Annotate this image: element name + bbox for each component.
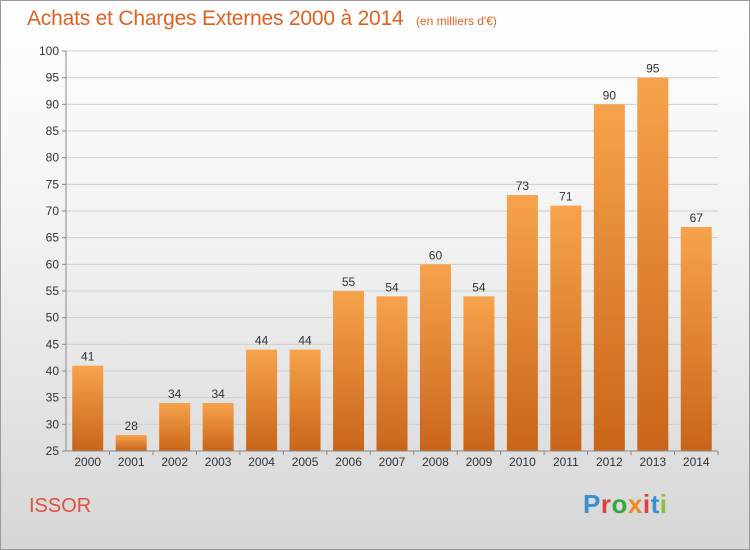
x-tick-label-2006: 2006: [335, 455, 362, 469]
y-tick-label: 35: [46, 391, 60, 405]
x-tick-label-2009: 2009: [466, 455, 493, 469]
y-tick-label: 90: [46, 97, 60, 111]
data-label-2013: 95: [646, 62, 660, 76]
data-label-2009: 54: [472, 280, 486, 294]
bar-2013: [637, 77, 669, 452]
y-tick-label: 80: [46, 151, 60, 165]
axes: [62, 50, 719, 455]
bar-2009: [463, 296, 495, 451]
bars: [72, 77, 712, 452]
data-label-2005: 44: [298, 334, 312, 348]
bar-2011: [550, 205, 582, 451]
y-tick-label: 100: [39, 44, 59, 58]
data-label-2003: 34: [211, 387, 225, 401]
bar-2002: [159, 403, 191, 451]
bar-2005: [289, 349, 321, 451]
x-tick-label-2012: 2012: [596, 455, 623, 469]
x-tick-label-2003: 2003: [205, 455, 232, 469]
x-tick-label-2008: 2008: [422, 455, 449, 469]
data-label-2004: 44: [255, 334, 269, 348]
bar-2004: [246, 349, 278, 451]
data-label-2007: 54: [385, 280, 399, 294]
x-tick-label-2010: 2010: [509, 455, 536, 469]
labels: 25 30 35 40 45 50 55 60 65 70 75 80 85 90 95 100 2000 41 2…: [39, 44, 710, 469]
bar-2001: [115, 435, 147, 451]
y-tick-label: 95: [46, 71, 60, 85]
x-tick-label-2005: 2005: [292, 455, 319, 469]
data-label-2012: 90: [603, 88, 617, 102]
data-label-2014: 67: [690, 211, 704, 225]
bar-2000: [72, 365, 104, 451]
y-tick-label: 65: [46, 231, 60, 245]
x-tick-label-2013: 2013: [639, 455, 666, 469]
bar-2012: [593, 104, 625, 451]
x-tick-label-2001: 2001: [118, 455, 145, 469]
data-label-2006: 55: [342, 275, 356, 289]
bar-2006: [333, 291, 365, 451]
data-label-2001: 28: [125, 419, 139, 433]
y-tick-label: 60: [46, 257, 60, 271]
commune-name: ISSOR: [29, 495, 92, 517]
chart-unit: (en milliers d'€): [415, 14, 497, 28]
x-tick-label-2014: 2014: [683, 455, 710, 469]
y-tick-label: 40: [46, 364, 60, 378]
x-tick-label-2000: 2000: [74, 455, 101, 469]
data-label-2002: 34: [168, 387, 182, 401]
data-label-2010: 73: [516, 179, 530, 193]
chart-title: Achats et Charges Externes 2000 à 2014: [27, 7, 404, 30]
y-tick-label: 45: [46, 337, 60, 351]
proxiti-logo[interactable]: Proxiti: [583, 489, 668, 519]
bar-2008: [419, 264, 451, 451]
y-tick-label: 85: [46, 124, 60, 138]
x-tick-label-2002: 2002: [161, 455, 188, 469]
bar-2003: [202, 403, 234, 451]
data-label-2000: 41: [81, 350, 95, 364]
data-label-2008: 60: [429, 248, 443, 262]
bar-2007: [376, 296, 408, 451]
x-tick-label-2004: 2004: [248, 455, 275, 469]
y-tick-label: 25: [46, 444, 60, 458]
x-tick-label-2011: 2011: [553, 455, 579, 469]
y-tick-label: 70: [46, 204, 60, 218]
title-row: Achats et Charges Externes 2000 à 2014 (…: [27, 7, 497, 31]
y-tick-label: 30: [46, 417, 60, 431]
y-tick-label: 55: [46, 284, 60, 298]
x-tick-label-2007: 2007: [379, 455, 406, 469]
y-tick-label: 50: [46, 311, 60, 325]
y-tick-label: 75: [46, 177, 60, 191]
bar-2014: [680, 227, 712, 451]
bar-2010: [506, 195, 538, 451]
data-label-2011: 71: [559, 190, 573, 204]
